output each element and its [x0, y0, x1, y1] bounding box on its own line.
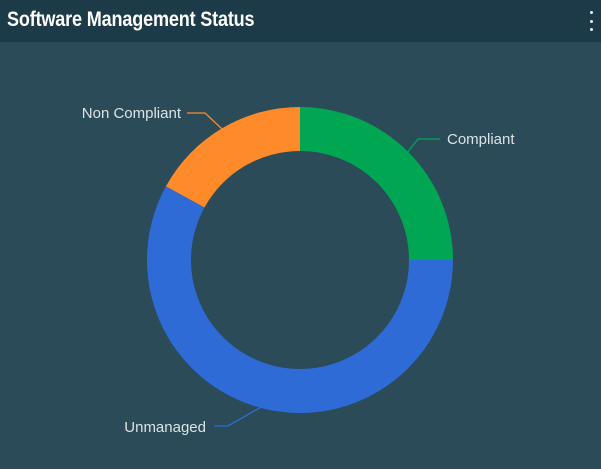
- label-unmanaged: Unmanaged: [124, 419, 206, 436]
- donut-chart: Compliant Unmanaged Non Compliant: [0, 42, 601, 469]
- label-compliant: Compliant: [447, 131, 515, 148]
- label-non-compliant: Non Compliant: [82, 105, 182, 122]
- slice-compliant[interactable]: [300, 107, 453, 260]
- widget-title: Software Management Status: [7, 8, 255, 31]
- leader-line-unmanaged: [214, 405, 263, 427]
- slice-unmanaged[interactable]: [147, 186, 454, 413]
- widget-header: Software Management Status: [0, 0, 601, 42]
- slice-non-compliant[interactable]: [165, 107, 300, 208]
- vertical-ellipsis-icon[interactable]: [587, 11, 595, 31]
- leader-line-non-compliant: [187, 112, 224, 131]
- donut-chart-svg: Compliant Unmanaged Non Compliant: [82, 105, 516, 436]
- leader-line-compliant: [406, 138, 440, 154]
